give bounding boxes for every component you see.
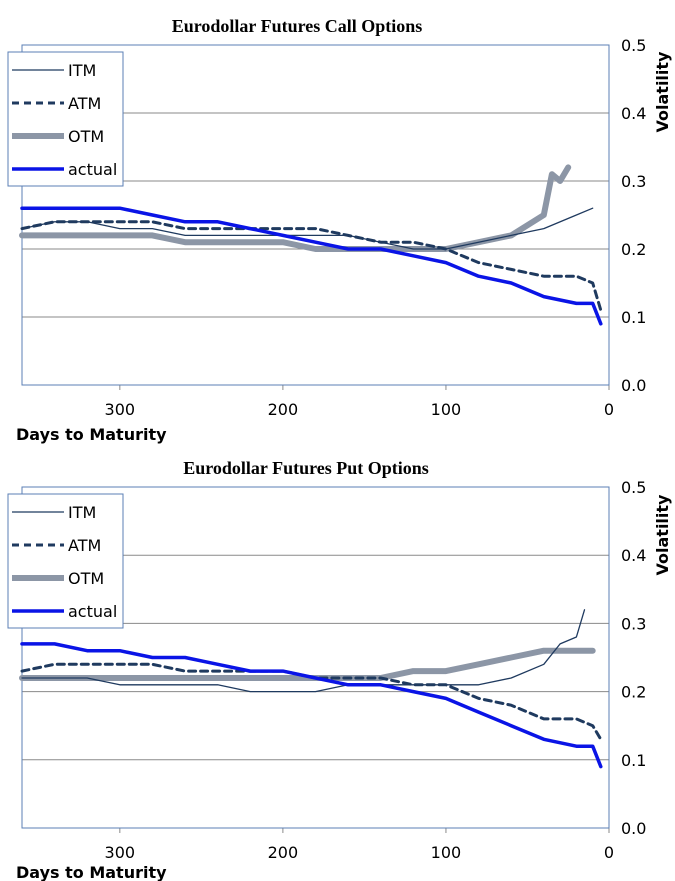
legend-box — [7, 493, 124, 629]
y-tick-labels: 0.0 0.1 0.2 0.3 0.4 0.5 — [621, 36, 646, 395]
y-tick-label: 0.5 — [621, 478, 646, 497]
x-tick-label: 200 — [268, 400, 299, 419]
legend: ITM ATM OTM actual — [7, 51, 124, 187]
y-tick-label: 0.3 — [621, 172, 646, 191]
legend-label-itm: ITM — [68, 503, 96, 522]
x-tick-labels: 300 200 100 0 — [105, 843, 615, 862]
y-tick-label: 0.1 — [621, 751, 646, 770]
y-axis-label: Volatility — [653, 51, 672, 133]
series-line-atm — [20, 220, 603, 312]
y-axis-label: Volatility — [653, 494, 672, 576]
x-tick-label: 100 — [431, 400, 462, 419]
series-layer — [19, 609, 603, 769]
series-line-atm — [20, 662, 603, 741]
legend-label-actual: actual — [68, 602, 117, 621]
y-tick-label: 0.4 — [621, 546, 646, 565]
y-tick-label: 0.5 — [621, 36, 646, 55]
series-line-itm — [21, 207, 594, 250]
y-tick-label: 0.3 — [621, 614, 646, 633]
legend-label-otm: OTM — [68, 569, 104, 588]
y-tick-labels: 0.0 0.1 0.2 0.3 0.4 0.5 — [621, 478, 646, 838]
y-tick-label: 0.1 — [621, 308, 646, 327]
y-tick-label: 0.0 — [621, 376, 646, 395]
plot-area-border — [21, 486, 610, 829]
series-line-itm — [21, 609, 586, 693]
chart-title: Eurodollar Futures Put Options — [183, 458, 429, 478]
x-tick-label: 300 — [105, 400, 136, 419]
x-axis-label: Days to Maturity — [16, 425, 167, 444]
legend-box — [7, 51, 124, 187]
x-axis-label: Days to Maturity — [16, 863, 167, 881]
legend-label-itm: ITM — [68, 61, 96, 80]
y-tick-label: 0.2 — [621, 683, 646, 702]
x-tick-labels: 300 200 100 0 — [105, 400, 615, 419]
series-layer — [19, 164, 603, 326]
y-tick-label: 0.0 — [621, 819, 646, 838]
chart-title: Eurodollar Futures Call Options — [172, 16, 423, 36]
series-line-otm — [19, 164, 572, 252]
plot-area-border — [21, 44, 610, 386]
legend: ITM ATM OTM actual — [7, 493, 124, 629]
y-tick-label: 0.2 — [621, 240, 646, 259]
series-line-actual — [20, 206, 603, 326]
legend-label-actual: actual — [68, 160, 117, 179]
x-tick-label: 0 — [604, 400, 614, 419]
legend-label-atm: ATM — [68, 94, 101, 113]
call-options-chart: Eurodollar Futures Call Options 0.00.10.… — [7, 16, 672, 444]
series-line-actual — [20, 642, 603, 769]
x-tick-label: 100 — [431, 843, 462, 862]
put-options-chart: Eurodollar Futures Put Options 0.0 0.1 0.2… — [7, 458, 672, 881]
y-tick-label: 0.4 — [621, 104, 646, 123]
x-tick-label: 300 — [105, 843, 136, 862]
x-tick-label: 0 — [604, 843, 614, 862]
x-tick-label: 200 — [268, 843, 299, 862]
legend-label-otm: OTM — [68, 127, 104, 146]
legend-label-atm: ATM — [68, 536, 101, 555]
